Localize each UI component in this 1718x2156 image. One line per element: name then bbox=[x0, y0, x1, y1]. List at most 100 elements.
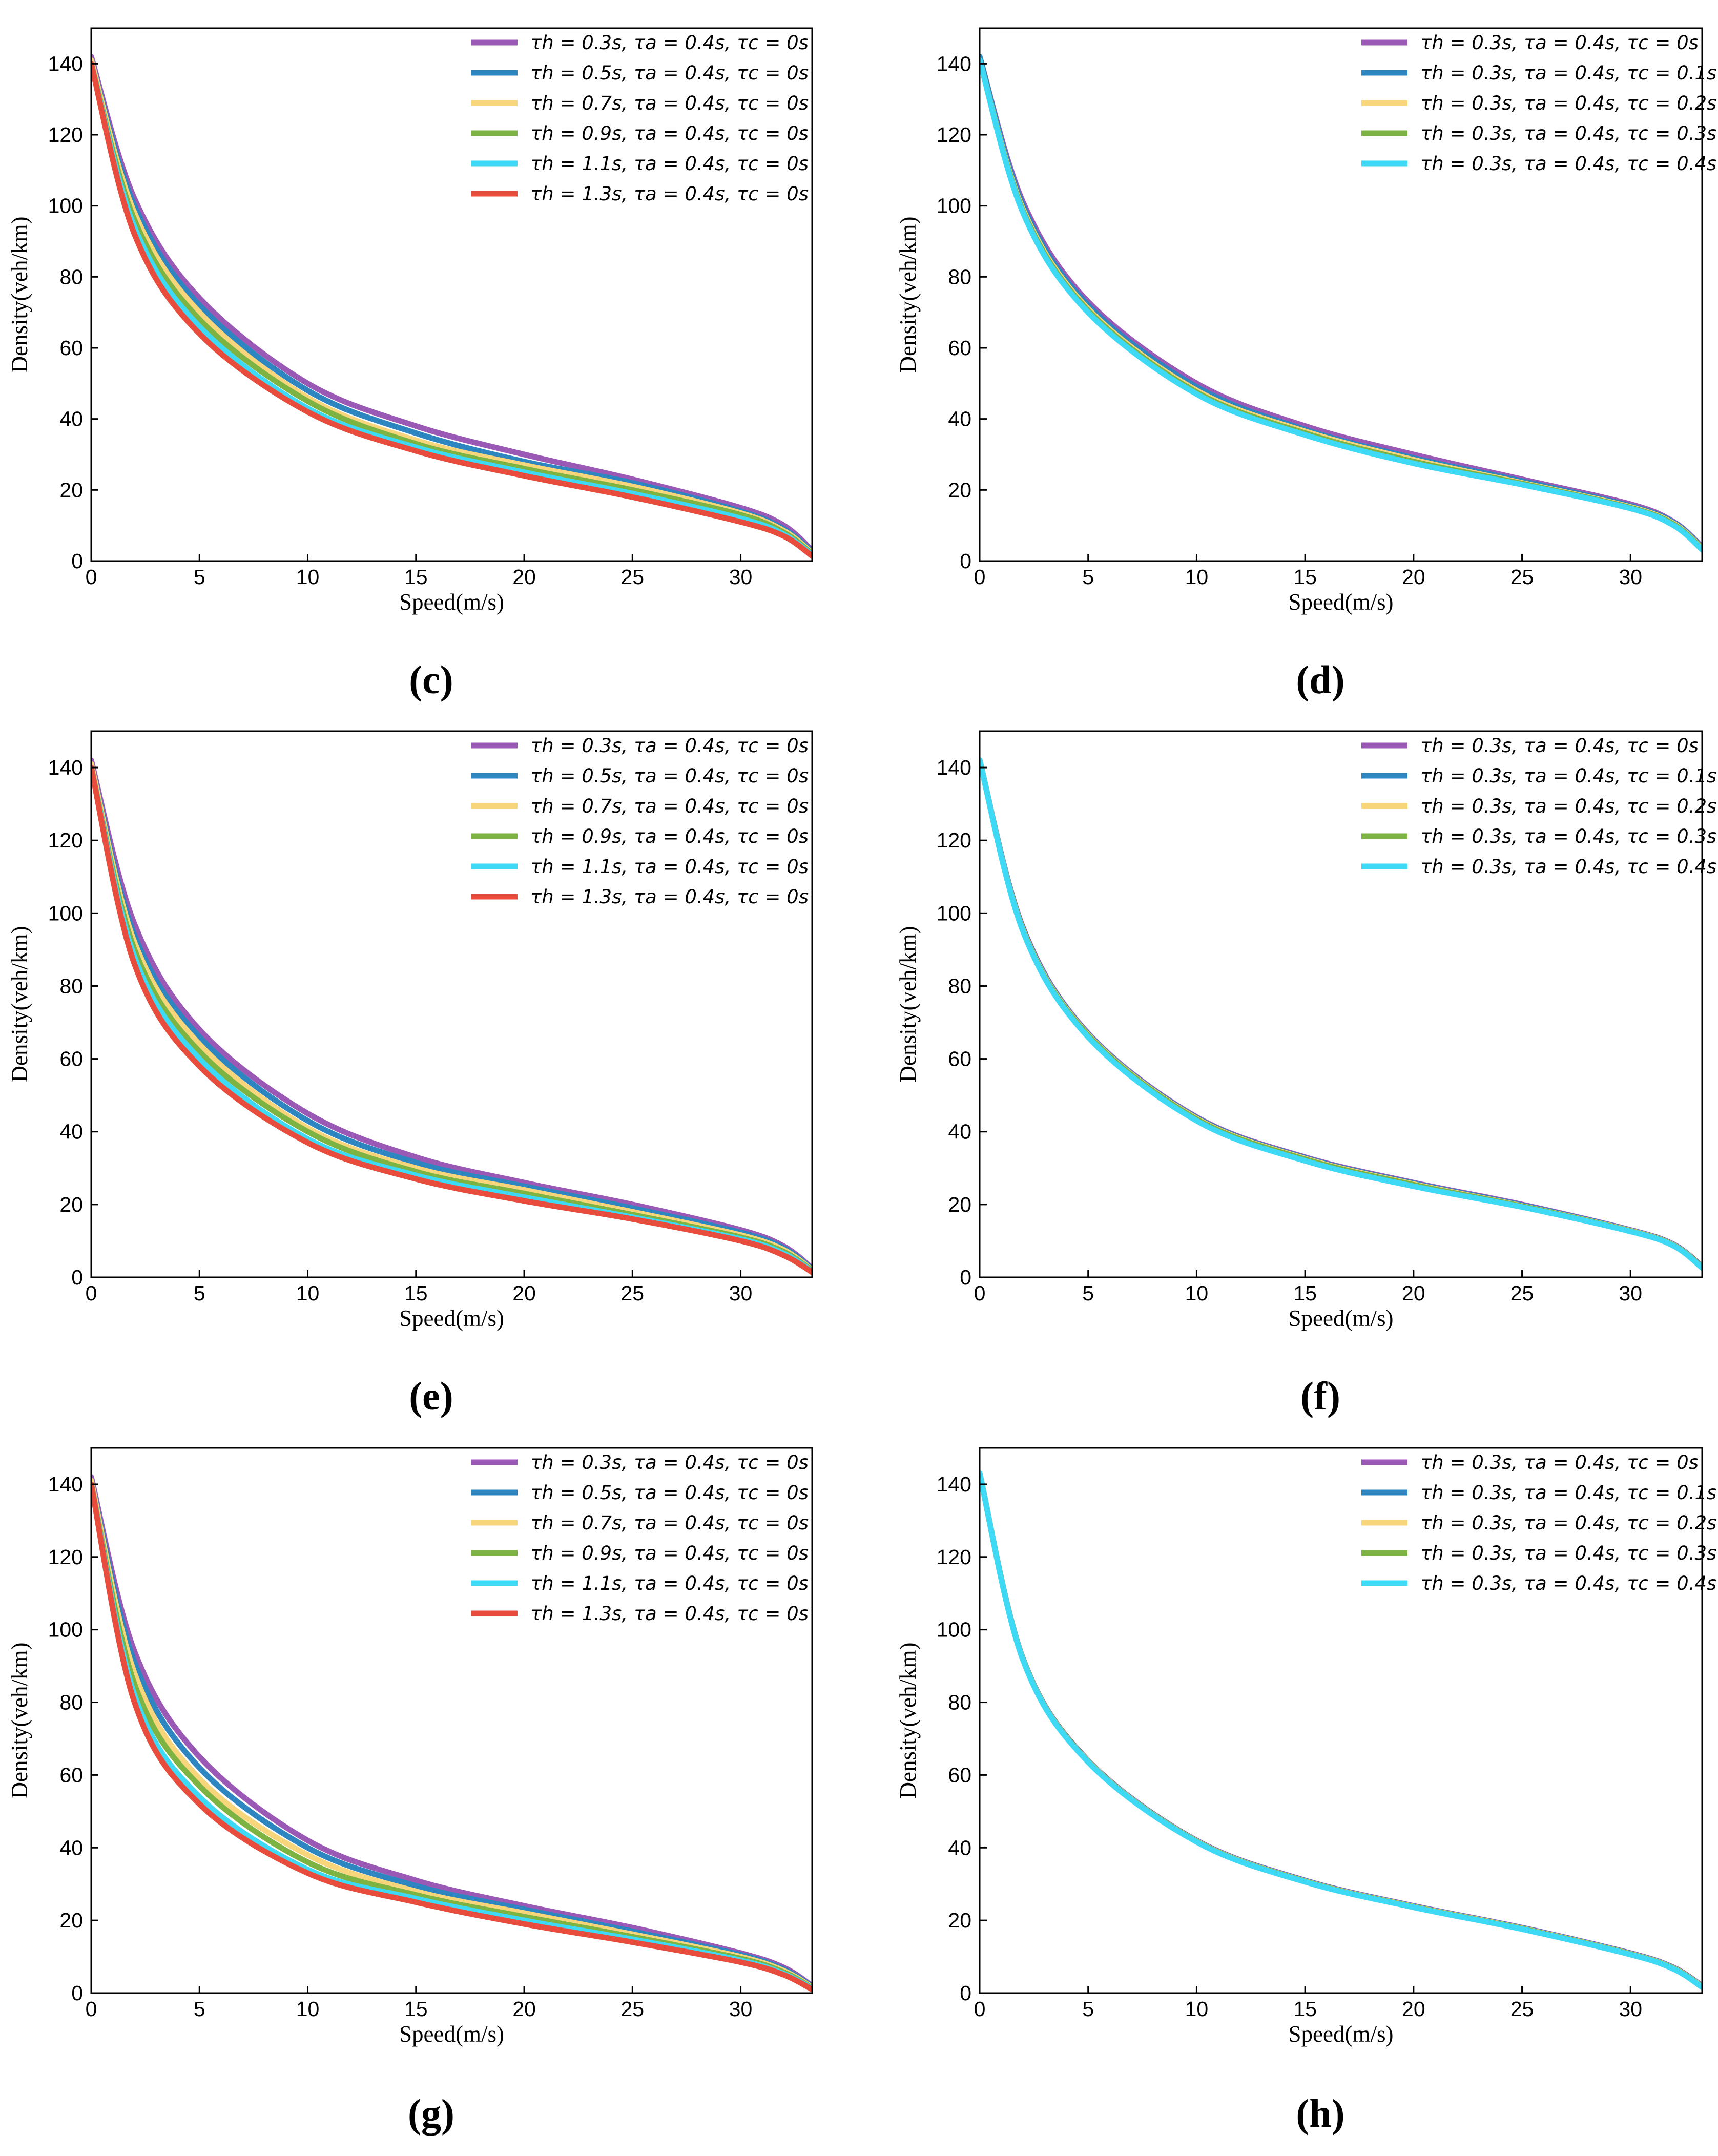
x-axis-label: Speed(m/s) bbox=[1289, 589, 1394, 615]
x-tick-label: 15 bbox=[404, 565, 428, 589]
y-tick-label: 0 bbox=[960, 549, 971, 573]
y-tick-label: 40 bbox=[948, 1836, 971, 1859]
y-tick-label: 100 bbox=[937, 1618, 971, 1642]
y-tick-label: 100 bbox=[48, 901, 83, 925]
legend-entry: τh = 0.3s, τa = 0.4s, τc = 0.1s bbox=[1420, 1482, 1716, 1504]
legend-entry: τh = 0.7s, τa = 0.4s, τc = 0s bbox=[530, 1512, 809, 1534]
y-tick-label: 40 bbox=[948, 1120, 971, 1144]
x-tick-label: 15 bbox=[1293, 1997, 1317, 2021]
y-tick-label: 40 bbox=[59, 1836, 83, 1859]
y-tick-label: 120 bbox=[937, 123, 971, 147]
y-axis-label: Density(veh/km) bbox=[895, 217, 921, 373]
y-tick-label: 120 bbox=[48, 828, 83, 852]
legend-entry: τh = 1.1s, τa = 0.4s, τc = 0s bbox=[530, 856, 809, 878]
panel-label: (g) bbox=[408, 2091, 454, 2136]
x-tick-label: 10 bbox=[1185, 1281, 1209, 1305]
legend-entry: τh = 0.3s, τa = 0.4s, τc = 0.2s bbox=[1420, 1512, 1716, 1534]
y-tick-label: 0 bbox=[960, 1981, 971, 2005]
series-line bbox=[91, 60, 812, 559]
x-tick-label: 25 bbox=[621, 1997, 645, 2021]
plot-frame bbox=[979, 27, 1703, 562]
x-tick-label: 20 bbox=[1402, 1997, 1425, 2021]
y-tick-label: 40 bbox=[59, 407, 83, 431]
x-tick-label: 5 bbox=[1082, 1281, 1094, 1305]
series-line bbox=[91, 60, 812, 558]
legend-entry: τh = 0.3s, τa = 0.4s, τc = 0.1s bbox=[1420, 62, 1716, 84]
legend-entry: τh = 0.5s, τa = 0.4s, τc = 0s bbox=[530, 1482, 809, 1504]
legend-entry: τh = 0.9s, τa = 0.4s, τc = 0s bbox=[530, 122, 809, 144]
y-axis-label: Density(veh/km) bbox=[895, 1643, 921, 1799]
y-tick-label: 60 bbox=[948, 1047, 971, 1071]
x-tick-label: 0 bbox=[86, 565, 97, 589]
x-axis-label: Speed(m/s) bbox=[399, 1305, 504, 1331]
legend-entry: τh = 0.5s, τa = 0.4s, τc = 0s bbox=[530, 765, 809, 787]
legend-entry: τh = 0.3s, τa = 0.4s, τc = 0.3s bbox=[1420, 825, 1716, 847]
y-axis-label: Density(veh/km) bbox=[7, 926, 32, 1083]
y-tick-label: 60 bbox=[59, 336, 83, 360]
y-tick-label: 80 bbox=[59, 1691, 83, 1714]
x-tick-label: 15 bbox=[404, 1997, 428, 2021]
panel-label: (h) bbox=[1296, 2091, 1344, 2136]
legend-entry: τh = 0.3s, τa = 0.4s, τc = 0s bbox=[1420, 32, 1699, 54]
y-tick-label: 80 bbox=[948, 1691, 971, 1714]
series-line bbox=[91, 60, 812, 557]
x-tick-label: 0 bbox=[86, 1281, 97, 1305]
y-tick-label: 100 bbox=[48, 1618, 83, 1642]
panel-label: (c) bbox=[409, 657, 453, 702]
y-tick-label: 120 bbox=[48, 123, 83, 147]
legend-entry: τh = 0.3s, τa = 0.4s, τc = 0.2s bbox=[1420, 92, 1716, 114]
x-tick-label: 20 bbox=[1402, 1281, 1425, 1305]
x-tick-label: 30 bbox=[729, 565, 753, 589]
x-axis-label: Speed(m/s) bbox=[399, 2021, 504, 2047]
x-tick-label: 25 bbox=[621, 565, 645, 589]
chart-panel: 0 5 10 15 20 25 30 0 20 40 60 80 100 120 140 Speed(m/s)… bbox=[7, 730, 813, 1418]
x-axis-label: Speed(m/s) bbox=[1289, 1305, 1394, 1331]
legend-entry: τh = 1.1s, τa = 0.4s, τc = 0s bbox=[530, 153, 809, 175]
plot-frame bbox=[90, 1447, 813, 1994]
x-tick-label: 10 bbox=[296, 1281, 320, 1305]
y-tick-label: 100 bbox=[48, 194, 83, 218]
y-tick-label: 140 bbox=[937, 52, 971, 75]
x-tick-label: 25 bbox=[621, 1281, 645, 1305]
chart-panel: 0 5 10 15 20 25 30 0 20 40 60 80 100 120 140 Speed(m/s)… bbox=[7, 27, 813, 702]
y-tick-label: 60 bbox=[59, 1047, 83, 1071]
x-tick-label: 0 bbox=[974, 1281, 986, 1305]
y-tick-label: 20 bbox=[59, 1193, 83, 1216]
chart-panel: 0 5 10 15 20 25 30 0 20 40 60 80 100 120 140 Speed(m/s)… bbox=[7, 1447, 813, 2136]
y-tick-label: 80 bbox=[948, 265, 971, 288]
series-line bbox=[91, 54, 812, 553]
y-tick-label: 80 bbox=[948, 974, 971, 998]
x-tick-label: 30 bbox=[1619, 565, 1642, 589]
legend-entry: τh = 0.3s, τa = 0.4s, τc = 0s bbox=[530, 735, 809, 757]
y-tick-label: 0 bbox=[71, 1266, 83, 1289]
x-tick-label: 15 bbox=[1293, 565, 1317, 589]
legend-entry: τh = 0.3s, τa = 0.4s, τc = 0.4s bbox=[1420, 856, 1716, 878]
x-tick-label: 20 bbox=[512, 565, 536, 589]
legend-entry: τh = 0.9s, τa = 0.4s, τc = 0s bbox=[530, 825, 809, 847]
plot-frame bbox=[90, 730, 813, 1278]
plot-frame bbox=[979, 1447, 1703, 1994]
x-tick-label: 5 bbox=[194, 565, 205, 589]
panel-label: (e) bbox=[409, 1374, 453, 1418]
y-tick-label: 20 bbox=[59, 478, 83, 502]
x-tick-label: 15 bbox=[404, 1281, 428, 1305]
legend-entry: τh = 1.3s, τa = 0.4s, τc = 0s bbox=[530, 886, 809, 908]
x-tick-label: 15 bbox=[1293, 1281, 1317, 1305]
y-tick-label: 0 bbox=[71, 1981, 83, 2005]
x-tick-label: 0 bbox=[974, 1997, 986, 2021]
legend-entry: τh = 0.7s, τa = 0.4s, τc = 0s bbox=[530, 92, 809, 114]
y-axis-label: Density(veh/km) bbox=[7, 1643, 32, 1799]
y-tick-label: 140 bbox=[937, 756, 971, 779]
y-tick-label: 120 bbox=[937, 828, 971, 852]
plot-frame bbox=[90, 27, 813, 562]
legend-entry: τh = 0.3s, τa = 0.4s, τc = 0.3s bbox=[1420, 122, 1716, 144]
legend-entry: τh = 0.3s, τa = 0.4s, τc = 0.4s bbox=[1420, 1572, 1716, 1594]
y-tick-label: 20 bbox=[948, 1193, 971, 1216]
x-tick-label: 5 bbox=[1082, 1997, 1094, 2021]
y-axis-label: Density(veh/km) bbox=[7, 217, 32, 373]
y-tick-label: 20 bbox=[948, 478, 971, 502]
plot-frame bbox=[979, 730, 1703, 1278]
legend-entry: τh = 1.3s, τa = 0.4s, τc = 0s bbox=[530, 1603, 809, 1625]
legend-entry: τh = 1.1s, τa = 0.4s, τc = 0s bbox=[530, 1572, 809, 1594]
